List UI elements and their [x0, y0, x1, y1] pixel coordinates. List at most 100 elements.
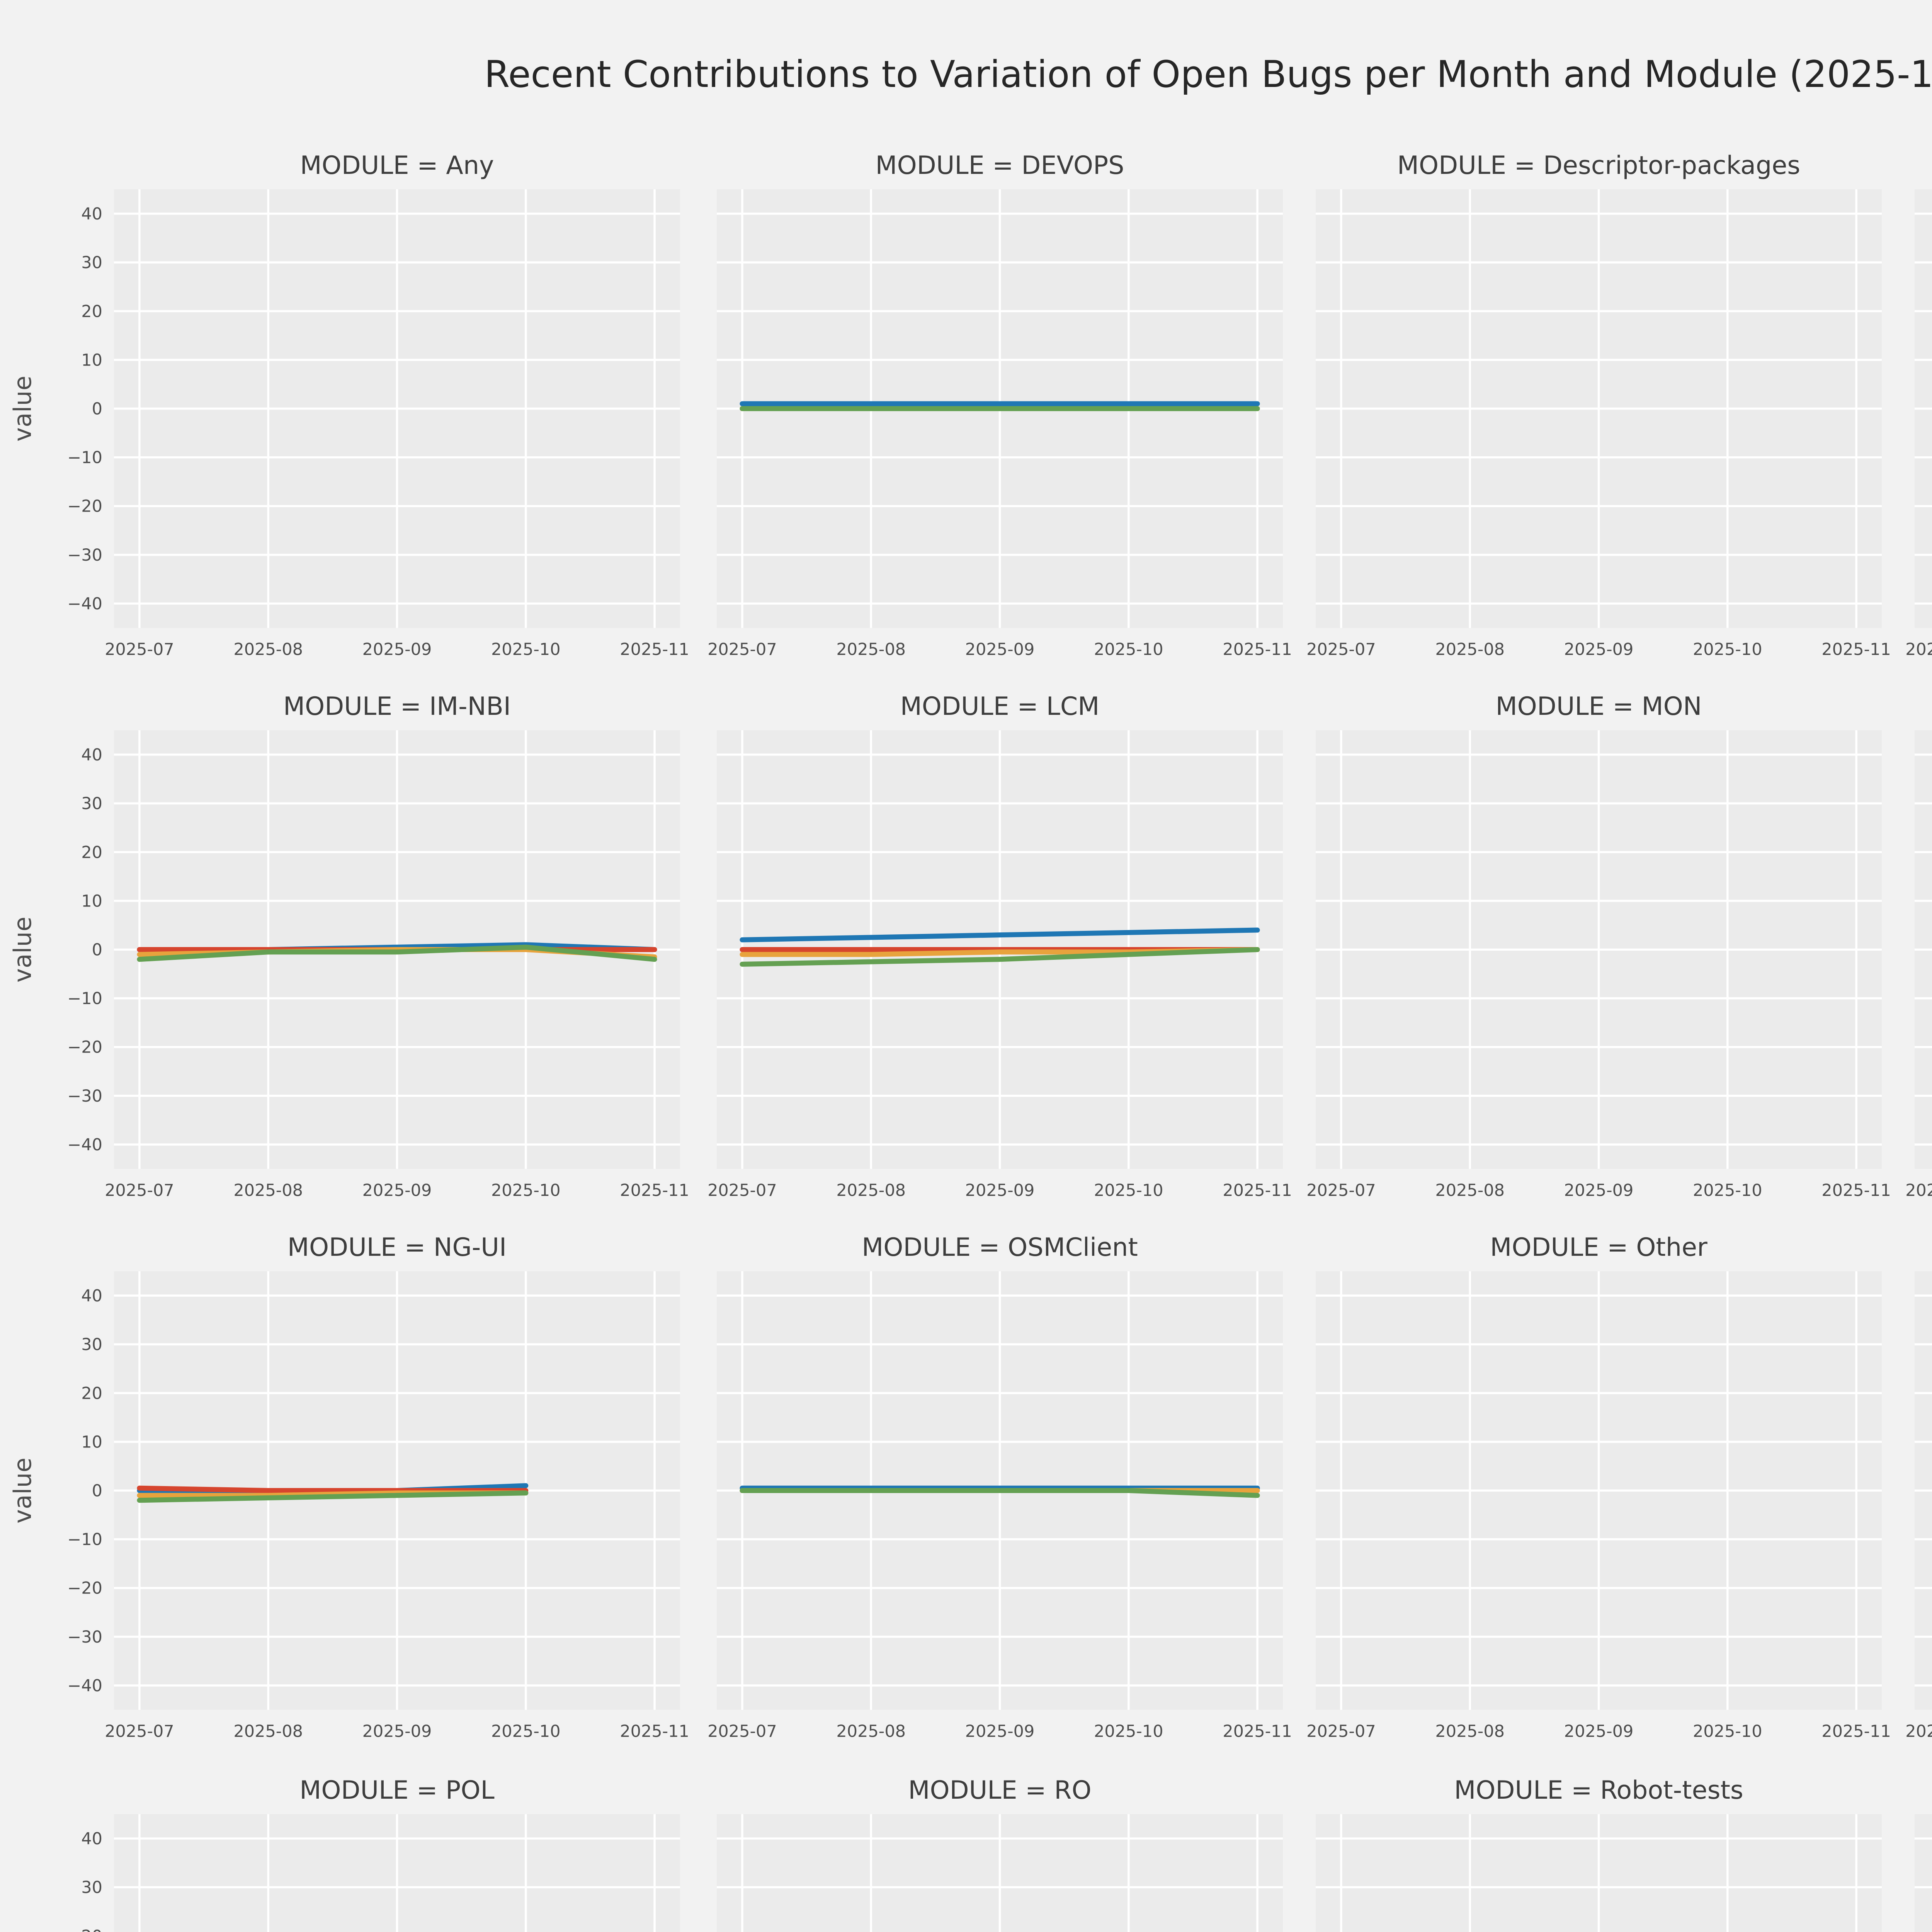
x-tick-label: 2025-10 [1094, 1722, 1163, 1741]
x-tick-label: 2025-09 [1564, 1181, 1634, 1200]
x-tick-label: 2025-10 [491, 1722, 561, 1741]
x-tick-label: 2025-07 [707, 640, 777, 659]
y-tick-label: −30 [67, 546, 102, 565]
x-tick-label: 2025-07 [1306, 1722, 1376, 1741]
y-tick-label: −40 [67, 1135, 102, 1155]
y-axis-label: value [9, 917, 37, 983]
facet: MODULE = Descriptor-packages 2025-07 2025-… [1306, 151, 1891, 659]
facet-title: MODULE = NG-UI [287, 1233, 507, 1262]
x-tick-label: 2025-10 [1693, 1722, 1762, 1741]
y-tick-label: −20 [67, 497, 102, 516]
facet: MODULE = IM-NBI 2025-07 2025-08 2025-09 2025… [9, 692, 689, 1200]
y-tick-label: 30 [81, 794, 102, 813]
y-tick-label: 30 [81, 253, 102, 272]
x-tick-label: 2025-07 [1905, 1722, 1932, 1741]
y-tick-label: −40 [67, 594, 102, 614]
x-tick-label: 2025-08 [836, 1722, 906, 1741]
facet-title: MODULE = IM-NBI [283, 692, 511, 721]
line-CLOSED [137, 1490, 529, 1503]
facet: MODULE = LCM 2025-07 2025-08 2025-09 2025-10… [707, 692, 1292, 1200]
line-CLOSED [740, 947, 1260, 967]
x-tick-label: 2025-09 [965, 640, 1035, 659]
x-tick-label: 2025-11 [620, 640, 689, 659]
y-tick-label: 0 [92, 1481, 102, 1501]
y-tick-label: 30 [81, 1335, 102, 1354]
y-tick-label: 10 [81, 1432, 102, 1452]
x-tick-label: 2025-10 [1693, 1181, 1762, 1200]
y-tick-label: −30 [67, 1628, 102, 1647]
x-tick-label: 2025-07 [1905, 640, 1932, 659]
y-tick-label: −40 [67, 1676, 102, 1696]
x-tick-label: 2025-09 [965, 1722, 1035, 1741]
facet-title: MODULE = RO [908, 1776, 1091, 1805]
x-tick-label: 2025-10 [1094, 640, 1163, 659]
y-tick-label: −20 [67, 1038, 102, 1057]
x-tick-label: 2025-11 [1223, 1181, 1292, 1200]
x-tick-label: 2025-11 [1821, 640, 1891, 659]
x-tick-label: 2025-10 [1094, 1181, 1163, 1200]
y-tick-label: −10 [67, 1530, 102, 1549]
chart-title: Recent Contributions to Variation of Ope… [484, 54, 1932, 97]
x-tick-label: 2025-08 [233, 640, 303, 659]
facet: MODULE = POL2025-072025-082025-092025-10… [81, 1776, 680, 1932]
x-tick-label: 2025-10 [491, 1181, 561, 1200]
facet: MODULE = NG-UI 2025-07 2025-08 2025-09 2025-… [9, 1233, 689, 1741]
x-tick-label: 2025-11 [620, 1722, 689, 1741]
x-tick-label: 2025-11 [1223, 640, 1292, 659]
facet-title: MODULE = DEVOPS [875, 151, 1124, 180]
x-tick-label: 2025-09 [362, 1181, 432, 1200]
x-tick-label: 2025-11 [1223, 1722, 1292, 1741]
y-tick-label: 20 [81, 843, 102, 862]
facet: MODULE = N2VC2025-072025-082025-092025-1… [1905, 730, 1932, 1200]
x-tick-label: 2025-11 [620, 1181, 689, 1200]
y-tick-label: 0 [92, 400, 102, 419]
x-tick-label: 2025-07 [1306, 1181, 1376, 1200]
facet: MODULE = PLA2025-072025-082025-092025-10… [1905, 1271, 1932, 1741]
x-tick-label: 2025-07 [105, 1722, 174, 1741]
x-tick-label: 2025-09 [1564, 1722, 1634, 1741]
line-CLOSED [740, 1488, 1260, 1498]
x-tick-label: 2025-08 [233, 1722, 303, 1741]
y-tick-label: 10 [81, 891, 102, 911]
x-tick-label: 2025-11 [1821, 1181, 1891, 1200]
x-tick-label: 2025-10 [1693, 640, 1762, 659]
facet-title: MODULE = Robot-tests [1454, 1776, 1743, 1805]
facet: MODULE = OSMClient 2025-07 2025-08 2025-09 2… [707, 1233, 1292, 1741]
y-tick-label: 40 [81, 1829, 102, 1849]
y-tick-label: 20 [81, 302, 102, 321]
facet-title: MODULE = POL [299, 1776, 495, 1805]
y-tick-label: 20 [81, 1384, 102, 1403]
x-tick-label: 2025-07 [707, 1181, 777, 1200]
y-tick-label: 40 [81, 745, 102, 765]
x-tick-label: 2025-09 [362, 640, 432, 659]
facet: MODULE = DEVOPS 2025-07 2025-08 2025-09 2025… [707, 151, 1292, 659]
y-tick-label: 30 [81, 1878, 102, 1897]
x-tick-label: 2025-08 [836, 1181, 906, 1200]
x-tick-label: 2025-07 [105, 1181, 174, 1200]
facet: MODULE = Documentation / Wiki2025-072025… [1905, 189, 1932, 659]
y-tick-label: 40 [81, 204, 102, 224]
facet: MODULE = Any 2025-07 2025-08 2025-09 2025-10… [9, 151, 689, 659]
facet-title: MODULE = Any [300, 151, 494, 180]
x-tick-label: 2025-08 [1435, 640, 1505, 659]
x-tick-label: 2025-09 [965, 1181, 1035, 1200]
x-tick-label: 2025-07 [1306, 640, 1376, 659]
facet: MODULE = MON 2025-07 2025-08 2025-09 2025-10… [1306, 692, 1891, 1200]
line-REOPENED [137, 1485, 529, 1493]
facet-panel [1915, 1814, 1932, 1932]
x-tick-label: 2025-07 [707, 1722, 777, 1741]
x-tick-label: 2025-09 [362, 1722, 432, 1741]
x-tick-label: 2025-10 [491, 640, 561, 659]
facet-title: MODULE = LCM [900, 692, 1100, 721]
line-CLOSED [137, 944, 657, 962]
line-OPENED [740, 927, 1260, 942]
x-tick-label: 2025-08 [233, 1181, 303, 1200]
facet: MODULE = Other 2025-07 2025-08 2025-09 2025-… [1306, 1233, 1891, 1741]
y-tick-label: 40 [81, 1286, 102, 1306]
y-tick-label: 0 [92, 940, 102, 960]
facet: MODULE = Robot-tests2025-072025-082025-0… [1316, 1776, 1882, 1932]
y-tick-label: −10 [67, 448, 102, 468]
facet-title: MODULE = Other [1490, 1233, 1708, 1262]
